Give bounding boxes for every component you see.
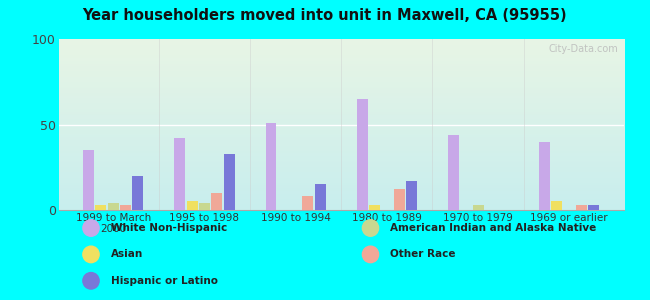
Bar xyxy=(448,135,459,210)
Bar xyxy=(540,142,550,210)
Bar xyxy=(83,150,94,210)
Bar xyxy=(315,184,326,210)
Bar xyxy=(369,205,380,210)
Bar xyxy=(588,205,599,210)
Bar xyxy=(108,203,119,210)
Bar xyxy=(211,193,222,210)
Bar xyxy=(187,202,198,210)
Bar xyxy=(133,176,143,210)
Bar xyxy=(174,138,185,210)
Text: Asian: Asian xyxy=(111,249,143,260)
Text: American Indian and Alaska Native: American Indian and Alaska Native xyxy=(390,223,596,233)
Bar xyxy=(302,196,313,210)
Bar xyxy=(473,205,484,210)
Bar xyxy=(406,181,417,210)
Bar xyxy=(551,202,562,210)
Text: Hispanic or Latino: Hispanic or Latino xyxy=(111,276,218,286)
Bar xyxy=(96,205,107,210)
Text: Year householders moved into unit in Maxwell, CA (95955): Year householders moved into unit in Max… xyxy=(83,8,567,22)
Bar xyxy=(357,99,368,210)
Bar xyxy=(224,154,235,210)
Bar xyxy=(394,190,405,210)
Text: Other Race: Other Race xyxy=(390,249,456,260)
Bar xyxy=(120,205,131,210)
Text: City-Data.com: City-Data.com xyxy=(549,44,618,54)
Bar xyxy=(199,203,210,210)
Bar xyxy=(266,123,276,210)
Text: White Non-Hispanic: White Non-Hispanic xyxy=(111,223,227,233)
Bar xyxy=(576,205,587,210)
